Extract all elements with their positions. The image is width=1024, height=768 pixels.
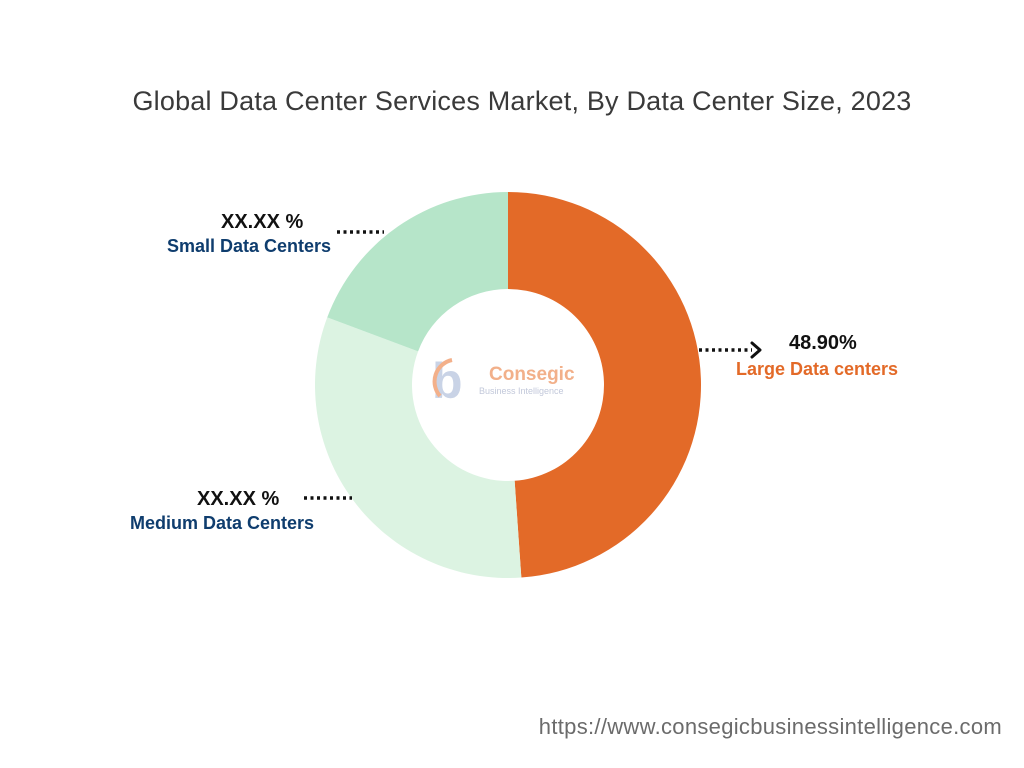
slice-medium-data-centers	[315, 317, 522, 578]
donut-slices	[315, 192, 701, 578]
label-value-medium: XX.XX %	[197, 488, 280, 510]
label-value-small: XX.XX %	[221, 211, 304, 233]
slice-large-data-centers	[508, 192, 701, 578]
logo-tagline: Business Intelligence	[479, 386, 564, 396]
label-name-medium: Medium Data Centers	[130, 513, 315, 533]
leader-lines	[304, 230, 762, 500]
logo-icon-arc	[432, 358, 453, 398]
footer-url: https://www.consegicbusinessintelligence…	[538, 714, 1002, 739]
label-name-large: Large Data centers	[736, 359, 899, 379]
brand-logo: b Consegic Business Intelligence	[432, 353, 575, 409]
chart-title: Global Data Center Services Market, By D…	[132, 86, 912, 116]
label-name-small: Small Data Centers	[167, 236, 332, 256]
label-value-large: 48.90%	[789, 332, 857, 354]
slice-small-data-centers	[327, 192, 508, 352]
logo-name: Consegic	[489, 364, 575, 385]
leader-arrowhead-large	[750, 341, 762, 359]
